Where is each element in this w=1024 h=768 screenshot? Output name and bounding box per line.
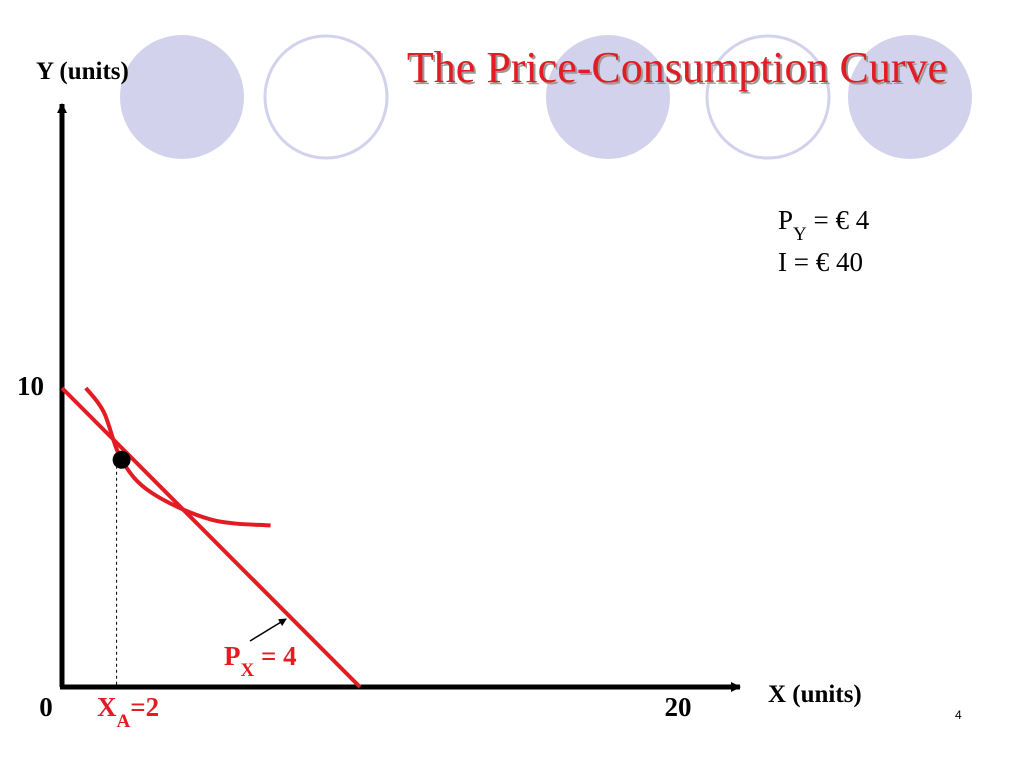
deco-circle-5 [848,35,972,159]
deco-circle-4 [705,34,831,160]
budget-line-label: PX = 4 [224,641,297,681]
slide-title-shadow: The Price-Consumption Curve [409,45,949,94]
page-number: 4 [955,708,962,722]
equilibrium-x-label: XA=2 [97,692,159,732]
chart: Y (units) X (units) 0 20 10 PX = 4 XA=2 [17,58,862,732]
deco-circle-2 [263,34,389,160]
decorative-circles [120,34,972,160]
x-axis-label: X (units) [768,681,862,708]
indifference-curve [84,386,271,528]
equilibrium-point [112,450,131,469]
slide-title: The Price-Consumption Curve [407,43,947,92]
income-label: I = € 40 [778,247,863,277]
x-tick-label: 0 [39,692,53,722]
deco-circle-3 [546,35,670,159]
tick-labels: 0 20 10 [17,371,692,722]
x-tick-label: 20 [665,692,692,722]
budget-line [60,386,362,689]
budget-label-pointer [249,618,287,642]
price-y-label: PY = € 4 [778,205,870,245]
y-tick-label: 10 [17,371,44,401]
y-axis-label: Y (units) [36,58,129,85]
deco-circle-1 [120,35,244,159]
